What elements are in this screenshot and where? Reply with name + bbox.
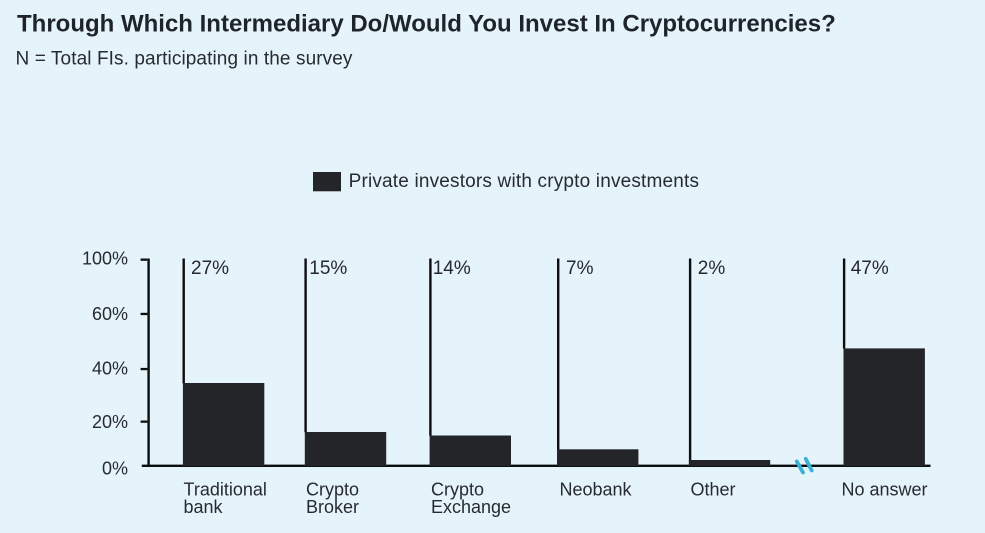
- svg-text:Private investors with crypto: Private investors with crypto investment…: [349, 171, 700, 192]
- svg-text:20%: 20%: [92, 412, 128, 432]
- svg-text:14%: 14%: [433, 258, 471, 279]
- svg-text:0%: 0%: [102, 458, 128, 478]
- svg-text:47%: 47%: [851, 258, 889, 279]
- svg-text:7%: 7%: [566, 258, 594, 279]
- svg-text:Other: Other: [691, 479, 736, 499]
- svg-text:27%: 27%: [191, 258, 229, 279]
- svg-text:100%: 100%: [82, 248, 128, 268]
- svg-text:60%: 60%: [92, 304, 128, 324]
- svg-text:Through Which Intermediary Do/: Through Which Intermediary Do/Would You …: [17, 11, 836, 38]
- svg-text:N = Total FIs. participating i: N = Total FIs. participating in the surv…: [16, 48, 353, 69]
- svg-text:Neobank: Neobank: [560, 479, 633, 499]
- svg-text:2%: 2%: [698, 258, 726, 279]
- svg-text:No answer: No answer: [842, 479, 928, 499]
- svg-text:40%: 40%: [92, 359, 128, 379]
- svg-text:15%: 15%: [309, 258, 347, 279]
